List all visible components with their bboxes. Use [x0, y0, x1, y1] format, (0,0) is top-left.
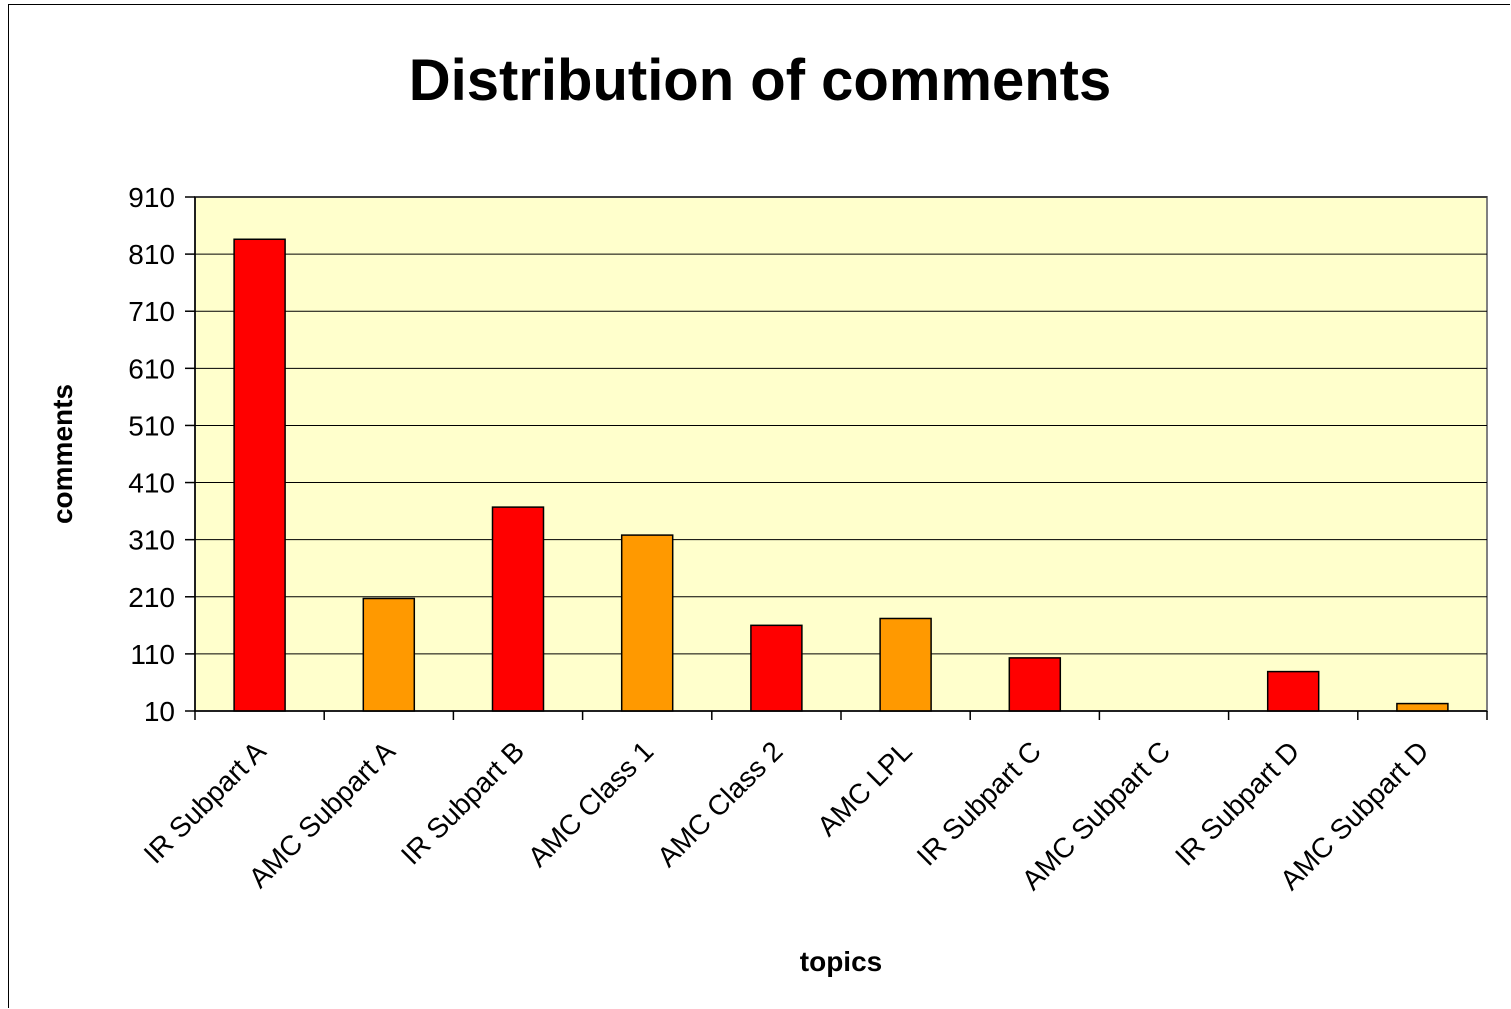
y-tick-label: 110 [130, 639, 175, 670]
bar [879, 617, 932, 712]
y-tick-label: 210 [128, 582, 175, 613]
chart-title: Distribution of comments [409, 48, 1111, 113]
y-tick-label: 410 [128, 468, 175, 499]
bar [1008, 657, 1062, 712]
y-tick-label: 10 [144, 696, 175, 727]
bar [491, 506, 545, 712]
y-tick-label: 310 [128, 525, 175, 556]
x-tick-label: AMC Class 2 [651, 735, 788, 872]
x-tick-label: IR Subpart A [138, 735, 272, 869]
y-axis-title: comments [47, 384, 78, 524]
x-tick-label: IR Subpart D [1169, 735, 1305, 871]
x-tick-label: AMC Class 1 [522, 735, 659, 872]
x-tick-label: AMC LPL [811, 735, 918, 842]
bar [750, 624, 803, 712]
bar [1396, 702, 1449, 712]
bar [233, 238, 286, 712]
y-tick-label: 610 [128, 353, 175, 384]
bar [620, 534, 674, 712]
bars [233, 238, 1449, 712]
bar [1266, 670, 1320, 712]
y-tick-label: 910 [128, 182, 175, 213]
bar [362, 597, 416, 712]
x-tick-label: IR Subpart B [395, 735, 530, 870]
x-axis-title: topics [800, 946, 882, 977]
y-tick-label: 810 [128, 239, 175, 270]
x-tick-label: IR Subpart C [911, 735, 1047, 871]
chart-frame [8, 4, 1510, 1008]
y-tick-label: 510 [128, 410, 175, 441]
y-axis: 10 110 210 310 410 510 610 710 810 910 [128, 182, 196, 727]
y-tick-label: 710 [128, 296, 175, 327]
